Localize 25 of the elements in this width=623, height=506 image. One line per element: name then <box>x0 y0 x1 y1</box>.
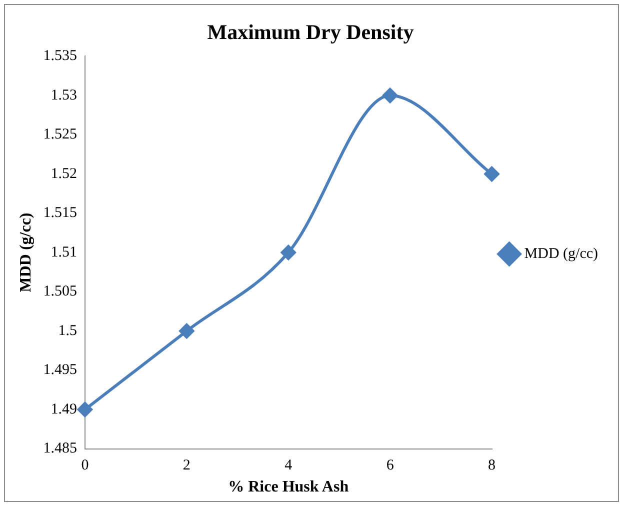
y-axis-title: MDD (g/cc) <box>18 212 35 292</box>
x-tick-label: 0 <box>81 458 89 474</box>
legend-label: MDD (g/cc) <box>524 246 598 262</box>
y-tick-label: 1.53 <box>50 87 77 104</box>
x-tick-label: 4 <box>284 458 293 474</box>
point <box>382 88 398 103</box>
y-tick-label: 1.485 <box>43 440 77 457</box>
y-tick-label: 1.51 <box>50 244 77 260</box>
point <box>280 245 296 260</box>
x-axis-title: % Rice Husk Ash <box>228 478 349 496</box>
y-tick-label: 1.52 <box>50 166 77 182</box>
y-tick-label: 1.505 <box>43 284 77 300</box>
x-tick-label: 8 <box>488 458 496 474</box>
point <box>179 324 194 339</box>
x-tick-label: 6 <box>386 458 394 474</box>
y-tick-label: 1.525 <box>43 126 77 143</box>
point <box>77 402 92 418</box>
y-tick-label: 1.495 <box>43 362 77 378</box>
y-tick-label: 1.5 <box>58 322 77 339</box>
point <box>484 166 500 182</box>
y-tick-label: 1.535 <box>43 48 77 64</box>
x-tick-label: 2 <box>182 458 190 474</box>
chart-title: Maximum Dry Density <box>207 20 414 44</box>
y-tick-label: 1.49 <box>50 401 77 418</box>
y-tick-label: 1.515 <box>43 205 77 222</box>
